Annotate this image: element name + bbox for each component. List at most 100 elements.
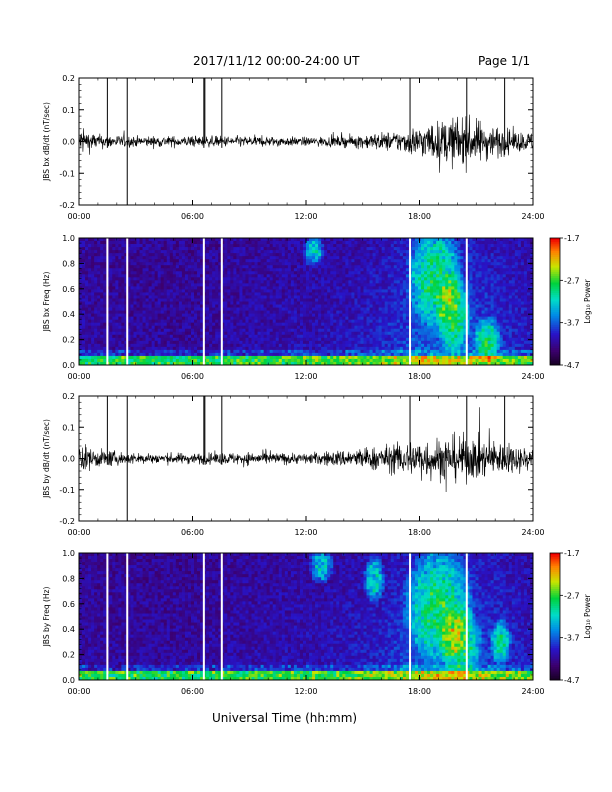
spectrogram-cell — [414, 283, 419, 287]
spectrogram-cell — [91, 358, 95, 363]
spectrogram-cell — [375, 268, 380, 272]
spectrogram-cell — [306, 346, 310, 351]
spectrogram-cell — [163, 238, 168, 242]
spectrogram-cell — [136, 352, 140, 357]
spectrogram-cell — [224, 313, 228, 318]
spectrogram-cell — [224, 289, 228, 293]
spectrogram-cell — [287, 331, 292, 336]
spectrogram-cell — [302, 280, 307, 284]
spectrogram-cell — [145, 319, 150, 324]
spectrogram-cell — [154, 280, 159, 284]
spectrogram-cell — [309, 322, 313, 327]
spectrogram-cell — [209, 331, 213, 336]
spectrogram-cell — [269, 301, 274, 305]
spectrogram-cell — [327, 292, 331, 296]
spectrogram-cell — [109, 253, 113, 257]
spectrogram-cell — [85, 319, 89, 324]
spectrogram-cell — [178, 328, 183, 333]
spectrogram-cell — [160, 310, 165, 314]
spectrogram-cell — [236, 328, 240, 333]
spectrogram-cell — [315, 238, 319, 242]
spectrogram-cell — [184, 343, 189, 348]
spectrogram-cell — [339, 301, 343, 305]
spectrogram-cell — [309, 277, 313, 281]
spectrogram-cell — [254, 274, 258, 278]
spectrogram-cell — [224, 310, 228, 314]
spectrogram-cell — [233, 316, 237, 321]
spectrogram-cell — [321, 349, 325, 354]
spectrogram-cell — [121, 247, 125, 251]
spectrogram-cell — [296, 355, 301, 360]
spectrogram-cell — [166, 331, 171, 336]
spectrogram-cell — [154, 292, 159, 296]
spectrogram-cell — [405, 265, 410, 269]
spectrogram-cell — [399, 256, 404, 260]
spectrogram-cell — [272, 313, 277, 318]
spectrogram-cell — [348, 358, 352, 363]
spectrogram-cell — [254, 244, 258, 248]
spectrogram-cell — [239, 340, 243, 345]
spectrogram-cell — [315, 250, 319, 254]
spectrogram-cell — [348, 238, 352, 242]
spectrogram-cell — [263, 349, 268, 354]
spectrogram-cell — [360, 280, 364, 284]
spectrogram-cell — [324, 298, 328, 302]
spectrogram-cell — [321, 316, 325, 321]
spectrogram-cell — [417, 304, 422, 308]
spectrogram-cell — [209, 337, 213, 342]
spectrogram-cell — [79, 244, 83, 248]
spectrogram-cell — [375, 271, 380, 275]
spectrogram-cell — [260, 244, 265, 248]
spectrogram-cell — [290, 307, 295, 311]
spectrogram-cell — [100, 277, 104, 281]
spectrogram-cell — [82, 319, 86, 324]
spectrogram-cell — [133, 256, 137, 260]
spectrogram-cell — [172, 292, 177, 296]
spectrogram-cell — [233, 352, 237, 357]
spectrogram-cell — [287, 349, 292, 354]
spectrogram-cell — [381, 316, 386, 321]
spectrogram-cell — [327, 304, 331, 308]
spectrogram-cell — [363, 355, 367, 360]
spectrogram-cell — [275, 262, 280, 266]
spectrogram-cell — [136, 268, 140, 272]
spectrogram-cell — [112, 250, 116, 254]
spectrogram-cell — [118, 253, 122, 257]
spectrogram-cell — [200, 274, 204, 278]
spectrogram-cell — [248, 355, 252, 360]
spectrogram-cell — [115, 298, 119, 302]
spectrogram-cell — [100, 310, 104, 314]
spectrogram-cell — [318, 307, 322, 311]
spectrogram-cell — [145, 262, 150, 266]
spectrogram-cell — [118, 346, 122, 351]
spectrogram-cell — [363, 307, 367, 311]
spectrogram-cell — [227, 304, 231, 308]
spectrogram-cell — [306, 256, 310, 260]
spectrogram-cell — [197, 274, 201, 278]
spectrogram-cell — [421, 286, 425, 290]
spectrogram-cell — [351, 295, 355, 299]
spectrogram-cell — [224, 349, 228, 354]
spectrogram-cell — [172, 340, 177, 345]
spectrogram-cell — [121, 340, 125, 345]
spectrogram-cell — [309, 331, 313, 336]
spectrogram-cell — [248, 298, 252, 302]
spectrogram-cell — [260, 301, 265, 305]
spectrogram-cell — [339, 337, 343, 342]
spectrogram-cell — [218, 247, 222, 251]
spectrogram-cell — [315, 310, 319, 314]
spectrogram-cell — [200, 280, 204, 284]
spectrogram-cell — [136, 322, 140, 327]
spectrogram-cell — [100, 328, 104, 333]
spectrogram-cell — [85, 334, 89, 339]
spectrogram-cell — [293, 316, 298, 321]
spectrogram-cell — [163, 334, 168, 339]
spectrogram-cell — [336, 340, 340, 345]
spectrogram-cell — [115, 256, 119, 260]
spectrogram-cell — [293, 349, 298, 354]
spectrogram-cell — [290, 355, 295, 360]
spectrogram-cell — [215, 307, 219, 311]
spectrogram-cell — [212, 250, 216, 254]
spectrogram-cell — [194, 238, 198, 242]
spectrogram-cell — [263, 250, 268, 254]
